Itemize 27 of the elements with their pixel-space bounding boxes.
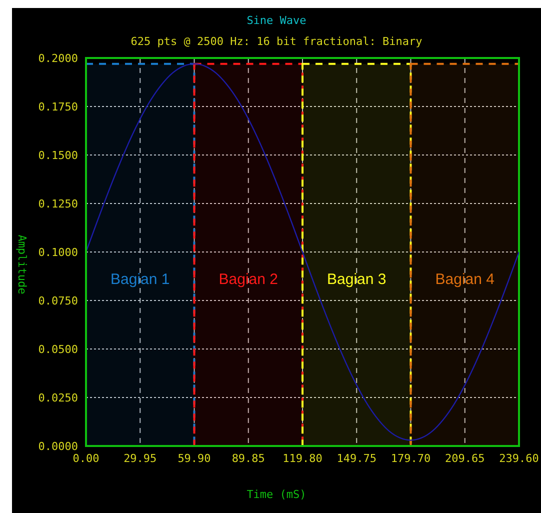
band-label: Bagian 4	[435, 271, 494, 288]
y-tick-label: 0.1500	[38, 148, 78, 162]
x-tick-label: 179.70	[390, 452, 431, 465]
y-tick-label: 0.0000	[38, 440, 78, 453]
y-tick-label: 0.2000	[38, 52, 78, 65]
chart-title: Sine Wave	[246, 14, 308, 27]
y-tick-label: 0.1000	[38, 246, 78, 259]
chart-subtitle: 625 pts @ 2500 Hz: 16 bit fractional: Binary	[130, 35, 424, 48]
x-tick-label: 239.60	[499, 452, 539, 465]
x-tick-label: 0.00	[72, 452, 100, 465]
y-tick-label: 0.0750	[38, 294, 78, 308]
band-label: Bagian 2	[218, 271, 278, 288]
x-tick-label: 89.85	[232, 452, 265, 465]
x-tick-label: 59.90	[178, 452, 211, 465]
x-tick-label: 119.80	[282, 452, 322, 465]
y-tick-label: 0.0250	[38, 391, 78, 404]
x-tick-label: 29.95	[124, 452, 157, 465]
x-tick-label: 149.75	[336, 452, 376, 465]
band-label: Bagian 1	[110, 271, 170, 288]
y-tick-label: 0.0500	[38, 342, 78, 356]
y-tick-label: 0.1750	[38, 100, 78, 114]
y-axis-title: Amplitude	[16, 234, 28, 294]
line-series	[86, 63, 519, 441]
y-tick-label: 0.1250	[38, 197, 78, 210]
x-axis-title: Time (mS)	[246, 488, 308, 501]
band-label: Bagian 3	[327, 271, 386, 288]
x-tick-label: 209.65	[445, 452, 485, 465]
